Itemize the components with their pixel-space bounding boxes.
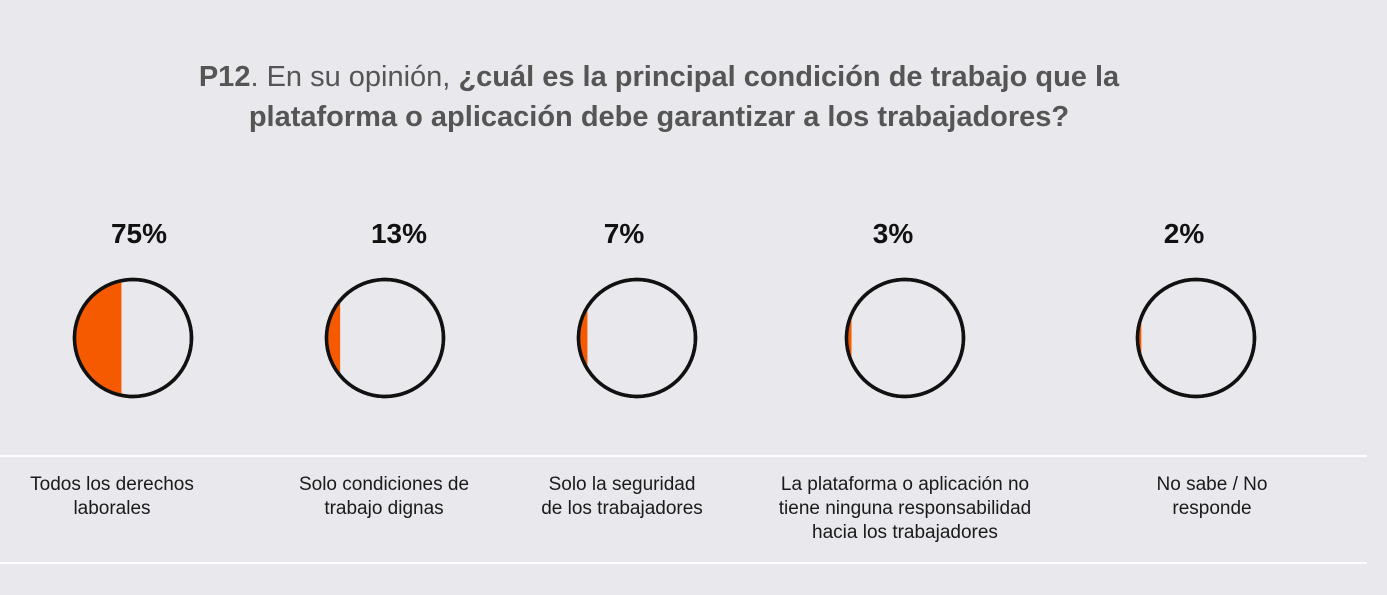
value-label: 7%: [603, 218, 645, 249]
category-label-line: laborales: [73, 498, 151, 519]
category-label: Solo condiciones de trabajo dignas: [239, 473, 529, 521]
category-label: Todos los derechos laborales: [0, 473, 257, 521]
pie-ring: [576, 277, 698, 399]
category-label-line: responde: [1172, 498, 1252, 519]
value-label: 13%: [370, 218, 428, 249]
value-label: 75%: [110, 218, 168, 249]
pie-chart: [72, 277, 194, 399]
pie-chart: [576, 277, 698, 399]
pie-slice: [74, 280, 122, 396]
bottom-divider: [0, 562, 1367, 564]
category-label-line: tiene ninguna responsabilidad: [778, 498, 1032, 519]
category-label-line: de los trabajadores: [541, 498, 703, 519]
category-label: Solo la seguridad de los trabajadores: [477, 473, 767, 521]
pie-ring: [844, 277, 966, 399]
pie-ring: [1135, 277, 1257, 399]
value-label: 3%: [872, 218, 914, 249]
pie-ring: [324, 277, 446, 399]
category-label-line: La plataforma o aplicación no: [780, 474, 1030, 495]
category-label: La plataforma o aplicación no tiene ningu…: [760, 473, 1050, 545]
category-label: No sabe / No responde: [1067, 473, 1357, 521]
category-label-line: Solo condiciones de: [298, 474, 470, 495]
question-text-line-2: plataforma o aplicación debe garantizar …: [248, 101, 1070, 133]
category-label-line: No sabe / No: [1156, 474, 1268, 495]
chart-title: P12. En su opinión, ¿cuál es la principa…: [0, 57, 1318, 137]
pie-chart: [844, 277, 966, 399]
top-divider: [0, 455, 1367, 457]
category-label-line: Todos los derechos: [30, 474, 194, 495]
category-label-line: Solo la seguridad: [548, 474, 696, 495]
question-text-line-1: ¿cuál es la principal condición de traba…: [458, 61, 1120, 93]
title-line-1: P12. En su opinión, ¿cuál es la principa…: [0, 57, 1318, 97]
pie-chart: [1135, 277, 1257, 399]
category-label-line: hacia los trabajadores: [812, 522, 998, 543]
question-lead: . En su opinión,: [250, 61, 459, 93]
question-code: P12: [198, 61, 251, 93]
pie-chart: [324, 277, 446, 399]
value-label: 2%: [1163, 218, 1205, 249]
category-label-line: trabajo dignas: [324, 498, 444, 519]
pie-ring: [72, 277, 194, 399]
